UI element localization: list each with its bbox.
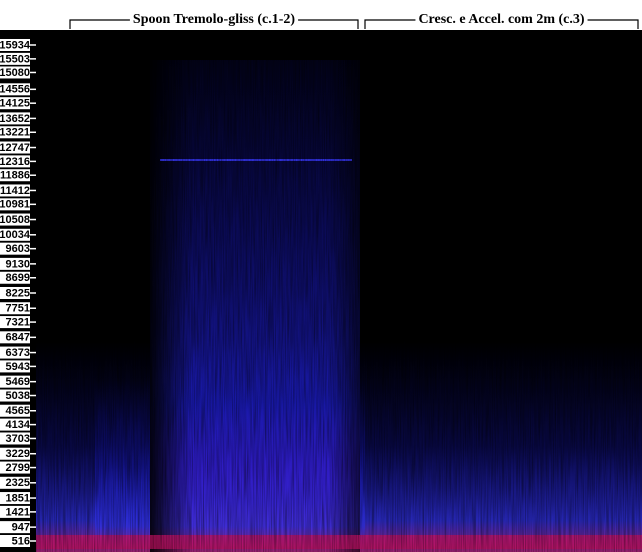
y-tick-label: 9603 bbox=[6, 243, 30, 255]
y-tick-label: 8225 bbox=[6, 287, 30, 299]
y-tick-label: 2325 bbox=[6, 477, 30, 489]
y-tick-label: 10508 bbox=[0, 214, 30, 226]
chart: 15934 15503 15080 14556 14125 13652 13221 12747… bbox=[0, 0, 642, 552]
y-tick-label: 516 bbox=[12, 535, 30, 547]
y-tick-label: 4565 bbox=[6, 405, 30, 417]
y-tick-label: 15934 bbox=[0, 39, 31, 51]
y-tick-label: 14125 bbox=[0, 98, 30, 110]
y-tick-label: 5038 bbox=[6, 390, 30, 402]
y-tick-label: 5469 bbox=[6, 376, 30, 388]
y-tick-label: 5943 bbox=[6, 361, 30, 373]
section-label: Cresc. e Accel. com 2m (c.3) bbox=[418, 12, 584, 27]
y-tick-label: 14556 bbox=[0, 84, 30, 96]
y-tick-label: 1421 bbox=[6, 506, 30, 518]
y-tick-label: 13221 bbox=[0, 127, 30, 139]
y-tick-label: 12316 bbox=[0, 156, 30, 168]
y-tick-label: 9130 bbox=[6, 258, 30, 270]
y-tick-label: 6847 bbox=[6, 332, 30, 344]
y-tick-label: 7751 bbox=[6, 303, 30, 315]
y-tick-label: 4134 bbox=[6, 419, 31, 431]
y-tick-label: 11412 bbox=[0, 185, 30, 197]
y-tick-label: 947 bbox=[12, 522, 30, 534]
y-tick-label: 12747 bbox=[0, 142, 30, 154]
y-tick-label: 7321 bbox=[6, 316, 30, 328]
y-tick-label: 15080 bbox=[0, 67, 30, 79]
y-tick-label: 10034 bbox=[0, 229, 31, 241]
y-tick-label: 11886 bbox=[0, 170, 30, 182]
spectrogram bbox=[36, 30, 642, 552]
y-tick-label: 8699 bbox=[6, 272, 30, 284]
y-tick-label: 13652 bbox=[0, 113, 30, 125]
y-tick-label: 2799 bbox=[6, 462, 30, 474]
section-label: Spoon Tremolo-gliss (c.1-2) bbox=[133, 12, 296, 27]
y-tick-label: 1851 bbox=[6, 492, 30, 504]
section-brackets: Spoon Tremolo-gliss (c.1-2) Cresc. e Acce… bbox=[70, 12, 638, 29]
y-tick-label: 6373 bbox=[6, 347, 30, 359]
y-tick-label: 15503 bbox=[0, 53, 30, 65]
y-tick-label: 10981 bbox=[0, 199, 30, 211]
y-tick-label: 3703 bbox=[6, 433, 30, 445]
y-tick-label: 3229 bbox=[6, 448, 30, 460]
